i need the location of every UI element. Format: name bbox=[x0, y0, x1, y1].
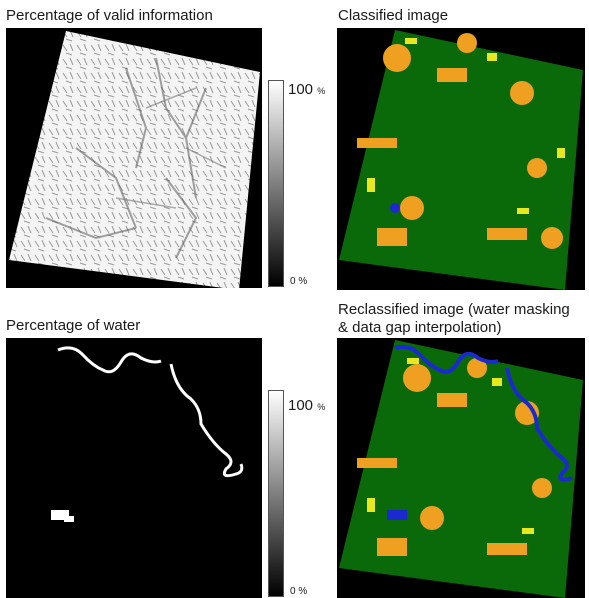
reclassified-bright-patches bbox=[367, 358, 534, 534]
water-colorbar bbox=[268, 390, 284, 597]
reclassified-map bbox=[337, 338, 585, 598]
water-colorbar-min-label: 0 % bbox=[290, 586, 308, 597]
panel-title-valid-info: Percentage of valid information bbox=[6, 7, 213, 24]
reclassified-sparse-patches bbox=[357, 358, 552, 556]
reclassified-tile bbox=[339, 340, 583, 598]
reclassified-river bbox=[394, 344, 573, 482]
classified-water bbox=[390, 203, 400, 213]
valid-info-tile bbox=[9, 31, 260, 288]
valid-info-colorbar-min-label: 0 % bbox=[290, 276, 308, 287]
water-map bbox=[6, 338, 262, 598]
panel-title-water: Percentage of water bbox=[6, 317, 141, 334]
valid-info-map bbox=[6, 28, 262, 288]
valid-info-colorbar bbox=[268, 80, 284, 287]
water-patch bbox=[51, 510, 69, 520]
panel-title-reclassified-line1: Reclassified image (water masking bbox=[338, 301, 570, 318]
reclassified-water-patch bbox=[387, 510, 407, 520]
valid-info-colorbar-max-label: 100 % bbox=[288, 81, 326, 98]
water-colorbar-max-label: 100 % bbox=[288, 397, 326, 414]
classified-bright-patches bbox=[367, 38, 565, 214]
water-river-branch bbox=[169, 363, 244, 478]
water-river bbox=[57, 346, 162, 374]
panel-title-reclassified-line2: & data gap interpolation) bbox=[338, 319, 502, 336]
classified-sparse-patches bbox=[357, 33, 563, 249]
classified-map bbox=[337, 28, 585, 290]
panel-title-classified: Classified image bbox=[338, 7, 449, 24]
